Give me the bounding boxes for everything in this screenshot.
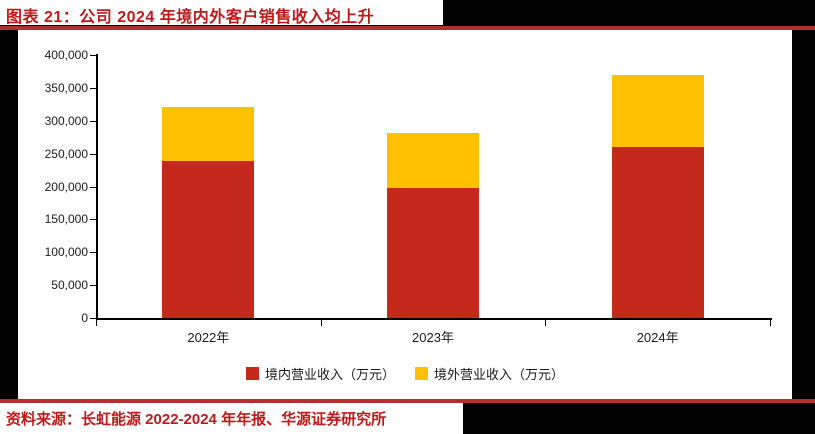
y-axis-tick <box>90 318 96 319</box>
y-axis-tick <box>90 285 96 287</box>
chart-area: 0 50,000 100,000 150,000 200,000 250,000 300,0… <box>18 30 792 399</box>
legend-swatch-icon <box>415 367 428 380</box>
x-category-label: 2023年 <box>412 330 454 345</box>
y-axis-tick <box>90 87 96 89</box>
bar-segment-2024年-境外营业收入（万元） <box>611 74 704 148</box>
bottom-rule <box>0 399 815 403</box>
bar-segment-2023年-境外营业收入（万元） <box>387 133 479 188</box>
bar-segment-2024年-境内营业收入（万元） <box>611 147 704 318</box>
source-band: 资料来源：长虹能源 2022-2024 年年报、华源证券研究所 <box>0 403 463 434</box>
source-citation: 资料来源：长虹能源 2022-2024 年年报、华源证券研究所 <box>6 411 387 428</box>
figure-title: 图表 21：公司 2024 年境内外客户销售收入均上升 <box>6 9 375 26</box>
y-axis-tick <box>90 55 96 56</box>
bar-segment-2022年-境内营业收入（万元） <box>162 160 255 318</box>
y-tick-label: 100,000 <box>44 245 88 260</box>
title-underline-rule <box>0 25 815 30</box>
y-axis-tick <box>90 219 96 221</box>
y-tick-label: 0 <box>81 311 88 325</box>
x-axis-tick <box>770 319 771 326</box>
x-axis-line <box>96 318 772 320</box>
y-axis-tick <box>90 120 96 122</box>
legend-item: 境外营业收入（万元） <box>415 364 564 383</box>
x-category-label: 2024年 <box>636 330 679 345</box>
y-tick-label: 400,000 <box>44 48 88 62</box>
chart-legend: 境内营业收入（万元） 境外营业收入（万元） <box>18 364 792 383</box>
x-axis-tick <box>545 319 547 326</box>
y-tick-label: 350,000 <box>44 80 88 95</box>
y-tick-label: 300,000 <box>44 113 88 128</box>
x-axis-tick <box>320 319 322 326</box>
legend-label: 境内营业收入（万元） <box>264 367 395 382</box>
y-tick-label: 50,000 <box>51 278 88 293</box>
x-category-label: 2022年 <box>187 330 230 345</box>
y-tick-label: 150,000 <box>44 212 88 227</box>
y-axis-tick <box>90 252 96 254</box>
y-tick-label: 200,000 <box>44 179 88 194</box>
y-axis-tick <box>90 153 96 155</box>
y-axis-line <box>96 54 98 320</box>
legend-item: 境内营业收入（万元） <box>245 364 395 383</box>
y-tick-label: 250,000 <box>44 146 88 161</box>
y-axis-tick <box>90 186 96 188</box>
figure-title-band: 图表 21：公司 2024 年境内外客户销售收入均上升 <box>0 0 443 26</box>
x-axis-tick <box>96 319 97 326</box>
bar-segment-2023年-境内营业收入（万元） <box>387 187 479 318</box>
bar-segment-2022年-境外营业收入（万元） <box>162 106 255 161</box>
legend-label: 境外营业收入（万元） <box>434 367 565 382</box>
legend-swatch-icon <box>245 367 259 380</box>
